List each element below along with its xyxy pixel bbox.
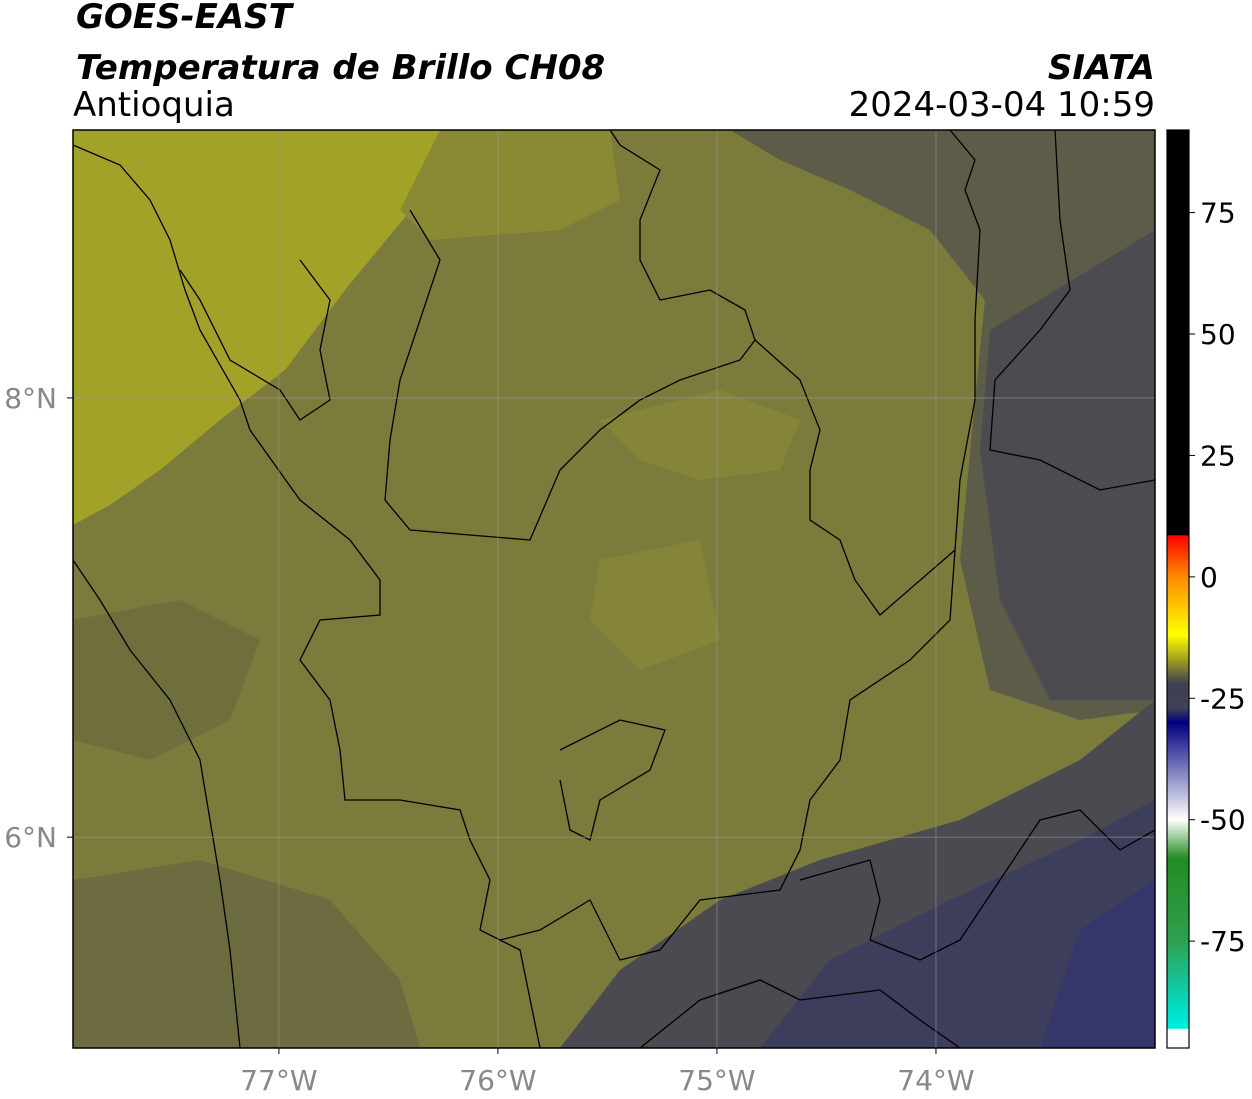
boundary-line (639, 979, 961, 1048)
boundary-line (754, 130, 981, 616)
product-title: Temperatura de Brillo CH08 (76, 48, 605, 88)
colorbar-tick-label: -75 (1200, 925, 1246, 958)
coastline (73, 559, 241, 1048)
x-tick-label: 75°W (678, 1064, 755, 1097)
colorbar (1166, 129, 1190, 1049)
x-tick-label: 77°W (240, 1064, 317, 1097)
colorbar-tick-label: -25 (1200, 682, 1246, 715)
boundary-line (989, 130, 1155, 491)
region-label: Antioquia (73, 85, 235, 125)
grid (73, 130, 1155, 1048)
warm-region (73, 130, 445, 525)
cool-patch (73, 860, 420, 1048)
boundary-line (559, 719, 666, 841)
boundary-line (499, 549, 956, 961)
colorbar-tick-label: 50 (1200, 318, 1236, 351)
satellite-title: GOES-EAST (76, 0, 295, 37)
cool-patch (73, 600, 260, 760)
boundaries (73, 130, 1155, 1048)
map-image (73, 130, 1155, 1048)
warm-patch (590, 540, 720, 670)
map-frame (72, 129, 1156, 1049)
boundary-line (384, 130, 756, 541)
warm-patch (400, 130, 620, 240)
colorbar-tick-label: 25 (1200, 439, 1236, 472)
very-cold-region (1040, 880, 1155, 1048)
x-tick-label: 76°W (459, 1064, 536, 1097)
x-tick-label: 74°W (897, 1064, 974, 1097)
coastline (179, 259, 331, 421)
boundary-line (73, 144, 541, 1048)
very-cold-region (760, 800, 1155, 1048)
agency-label: SIATA (1048, 48, 1155, 88)
timestamp: 2024-03-04 10:59 (849, 85, 1155, 125)
colorbar-tick-label: 75 (1200, 197, 1236, 230)
colorbar-tick-label: 0 (1200, 561, 1218, 594)
boundary-line (799, 809, 1155, 961)
y-tick-label: 8°N (4, 382, 57, 415)
colorbar-tick-label: -50 (1200, 804, 1246, 837)
warm-patch (600, 390, 800, 480)
y-tick-label: 6°N (4, 821, 57, 854)
